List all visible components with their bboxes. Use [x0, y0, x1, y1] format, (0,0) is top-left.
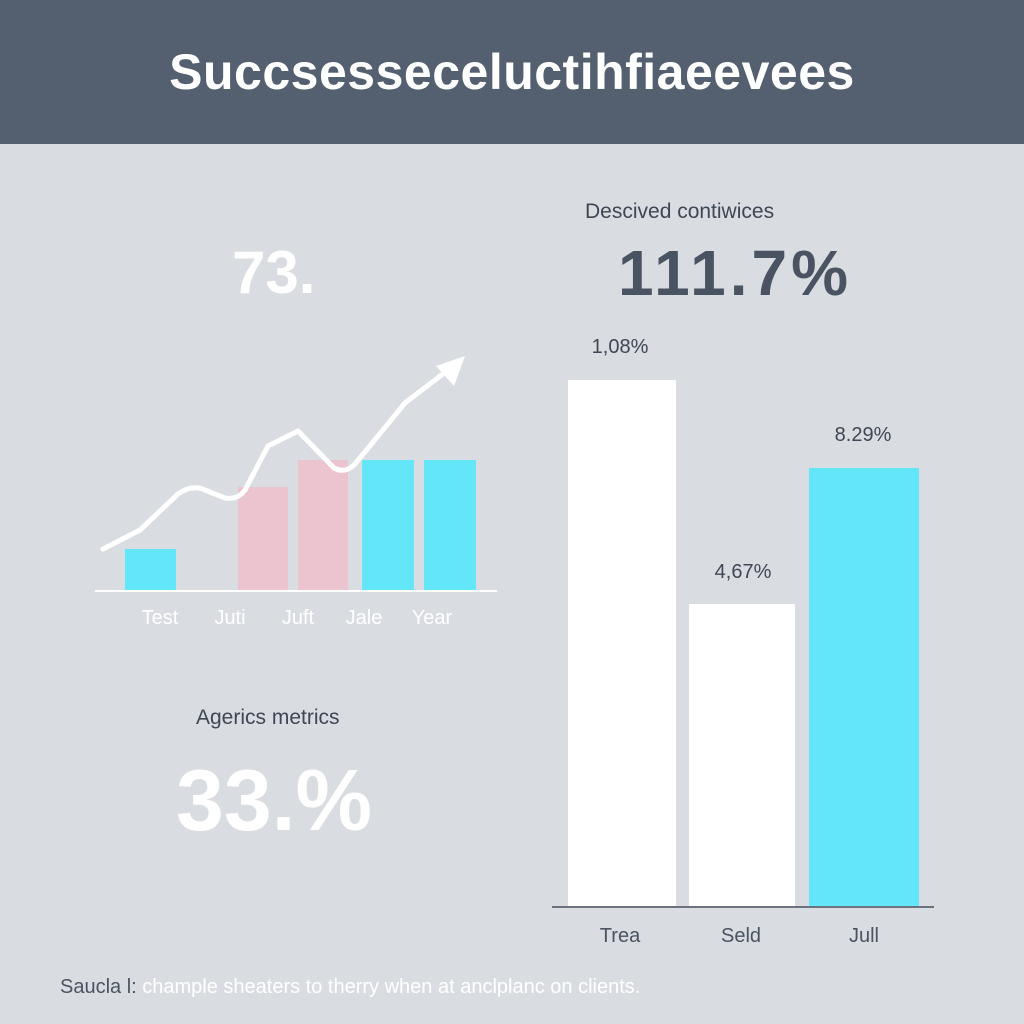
trend-arrow-icon [436, 356, 465, 386]
metric-label: Agerics metrics [196, 706, 340, 729]
bar-value-trea: 1,08% [591, 336, 649, 358]
page-title: Succsesseceluctihfiaeevees [169, 44, 855, 100]
bar-test [125, 549, 176, 590]
bar-juft [298, 460, 348, 590]
x-label-jale: Jale [345, 607, 383, 629]
footnote-prefix: Saucla l: [60, 976, 137, 998]
bar-value-jull: 8.29% [834, 424, 892, 446]
bar-jull [809, 468, 919, 907]
bar-value-seld: 4,67% [714, 561, 772, 583]
bar-jale [362, 460, 414, 590]
bar-year [424, 460, 476, 590]
x-label-juti: Juti [214, 607, 246, 629]
header-banner: Succsesseceluctihfiaeevees [0, 0, 1024, 144]
right-chart-value: 111.7% [618, 237, 852, 309]
trend-line [100, 367, 451, 552]
bar-seld [689, 604, 795, 907]
x-label-jull: Jull [848, 925, 880, 947]
x-label-seld: Seld [720, 925, 762, 947]
top-stat-value: 73. [232, 239, 316, 306]
right-chart-label: Descived contiwices [585, 200, 775, 223]
x-label-juft: Juft [281, 607, 315, 629]
source-footnote: Saucla l: chample sheaters to therry whe… [60, 976, 640, 999]
x-label-year: Year [411, 607, 453, 629]
metric-value: 33.% [176, 753, 373, 849]
bar-juti [238, 487, 288, 590]
x-label-test: Test [141, 607, 179, 629]
bar-trea [568, 380, 676, 907]
x-label-trea: Trea [599, 925, 641, 947]
footnote-text: chample sheaters to therry when at anclp… [136, 976, 641, 998]
